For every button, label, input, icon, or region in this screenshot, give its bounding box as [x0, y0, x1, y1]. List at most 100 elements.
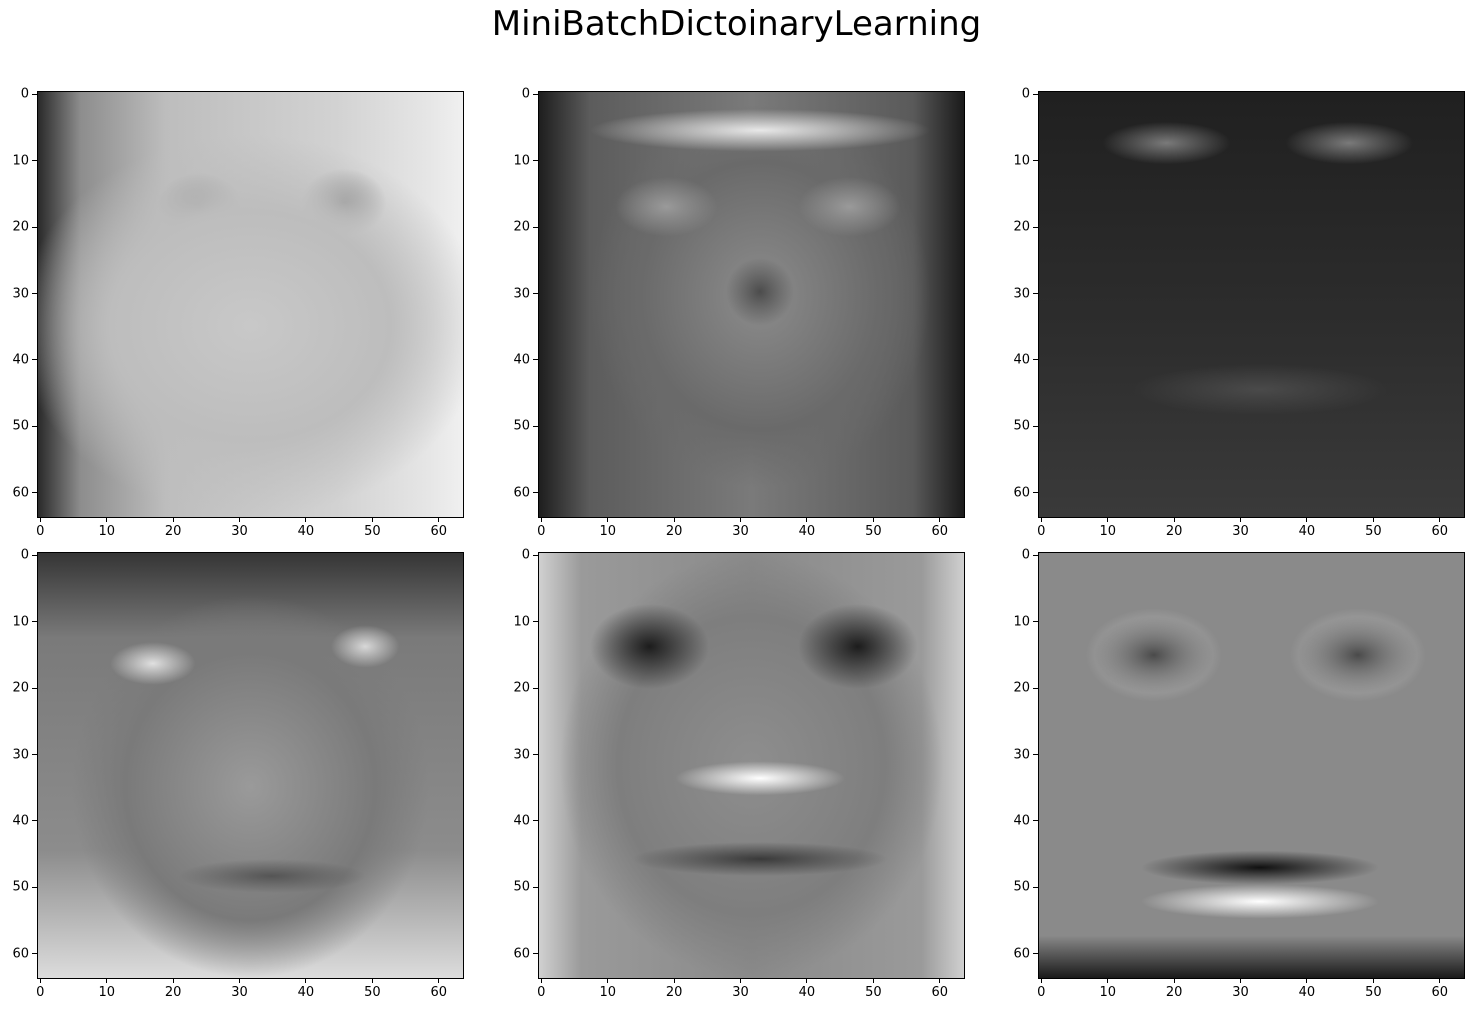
- x-tick-label: 20: [665, 985, 683, 1000]
- face-component-image: [1039, 92, 1464, 517]
- y-tick-label: 40: [513, 813, 530, 829]
- x-tick-mark: [540, 978, 542, 983]
- heatmap-image: [1038, 552, 1465, 979]
- x-tick-mark: [239, 517, 241, 522]
- x-tick-mark: [172, 517, 174, 522]
- y-tick-label: 60: [1013, 946, 1030, 962]
- heatmap-image: [538, 91, 965, 518]
- y-tick-label: 10: [513, 614, 530, 630]
- y-tick-mark: [533, 93, 538, 95]
- x-tick-label: 0: [537, 985, 546, 1000]
- y-tick-mark: [1033, 93, 1038, 95]
- y-tick-label: 60: [513, 485, 530, 501]
- x-tick-mark: [740, 517, 742, 522]
- y-tick-label: 40: [12, 813, 29, 829]
- y-tick-mark: [533, 754, 538, 756]
- y-tick-label: 10: [1013, 153, 1030, 169]
- x-tick-mark: [305, 517, 307, 522]
- y-tick-label: 50: [1013, 418, 1030, 434]
- y-tick-label: 0: [20, 86, 29, 102]
- y-tick-label: 10: [12, 153, 29, 169]
- x-tick-label: 60: [1431, 524, 1449, 539]
- x-tick-label: 0: [537, 524, 546, 539]
- x-tick-mark: [806, 517, 808, 522]
- y-tick-label: 0: [521, 547, 530, 563]
- x-tick-label: 30: [1232, 985, 1249, 1000]
- y-tick-mark: [1033, 425, 1038, 427]
- x-tick-mark: [106, 517, 108, 522]
- y-tick-label: 50: [1013, 879, 1030, 895]
- x-tick-label: 50: [865, 985, 882, 1000]
- y-tick-label: 30: [513, 747, 530, 763]
- y-tick-mark: [533, 953, 538, 955]
- y-tick-label: 10: [513, 153, 530, 169]
- x-tick-mark: [1439, 517, 1441, 522]
- y-tick-label: 30: [513, 286, 530, 302]
- x-tick-mark: [371, 517, 373, 522]
- x-tick-mark: [1107, 978, 1109, 983]
- y-tick-label: 50: [12, 418, 29, 434]
- y-tick-mark: [533, 820, 538, 822]
- y-tick-label: 20: [513, 219, 530, 235]
- x-tick-mark: [540, 517, 542, 522]
- x-tick-mark: [806, 978, 808, 983]
- x-tick-mark: [1173, 517, 1175, 522]
- x-tick-mark: [939, 978, 941, 983]
- x-tick-label: 50: [1365, 524, 1382, 539]
- x-tick-mark: [939, 517, 941, 522]
- y-tick-mark: [32, 359, 37, 361]
- x-tick-mark: [172, 978, 174, 983]
- face-component-image: [38, 92, 463, 517]
- y-tick-label: 0: [521, 86, 530, 102]
- x-tick-mark: [1040, 978, 1042, 983]
- x-tick-label: 30: [732, 524, 749, 539]
- y-tick-label: 40: [1013, 813, 1030, 829]
- x-tick-mark: [1107, 517, 1109, 522]
- y-tick-mark: [1033, 953, 1038, 955]
- x-tick-mark: [438, 978, 440, 983]
- y-tick-mark: [32, 687, 37, 689]
- y-tick-mark: [1033, 226, 1038, 228]
- y-tick-mark: [1033, 621, 1038, 623]
- x-tick-mark: [1439, 978, 1441, 983]
- y-tick-label: 50: [513, 418, 530, 434]
- x-tick-label: 40: [297, 524, 315, 539]
- y-tick-label: 10: [1013, 614, 1030, 630]
- figure-title: MiniBatchDictoinaryLearning: [491, 4, 982, 44]
- y-tick-mark: [32, 160, 37, 162]
- x-tick-mark: [740, 978, 742, 983]
- x-tick-label: 0: [36, 524, 45, 539]
- face-component-image: [539, 553, 964, 978]
- x-tick-label: 30: [732, 985, 749, 1000]
- x-tick-label: 40: [297, 985, 315, 1000]
- x-tick-label: 50: [1365, 985, 1382, 1000]
- x-tick-label: 30: [231, 524, 248, 539]
- y-tick-label: 0: [1021, 547, 1030, 563]
- x-tick-label: 60: [430, 524, 448, 539]
- x-tick-label: 60: [1431, 985, 1449, 1000]
- y-tick-label: 60: [12, 485, 29, 501]
- x-tick-mark: [239, 978, 241, 983]
- y-tick-label: 10: [12, 614, 29, 630]
- y-tick-mark: [32, 492, 37, 494]
- y-tick-label: 0: [20, 547, 29, 563]
- y-tick-label: 0: [1021, 86, 1030, 102]
- y-tick-mark: [32, 425, 37, 427]
- x-tick-mark: [872, 978, 874, 983]
- y-tick-mark: [1033, 359, 1038, 361]
- y-tick-mark: [32, 93, 37, 95]
- y-tick-mark: [1033, 754, 1038, 756]
- x-tick-mark: [371, 978, 373, 983]
- heatmap-image: [37, 91, 464, 518]
- face-component-image: [38, 553, 463, 978]
- heatmap-image: [538, 552, 965, 979]
- face-component-image: [1039, 553, 1464, 978]
- x-tick-label: 0: [1037, 985, 1046, 1000]
- y-tick-mark: [533, 492, 538, 494]
- x-tick-label: 60: [931, 524, 949, 539]
- y-tick-mark: [32, 886, 37, 888]
- y-tick-mark: [1033, 820, 1038, 822]
- x-tick-mark: [1240, 978, 1242, 983]
- x-tick-mark: [1173, 978, 1175, 983]
- x-tick-mark: [1240, 517, 1242, 522]
